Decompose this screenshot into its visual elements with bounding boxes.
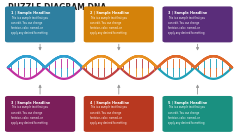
Text: PUZZLE DIAGRAM DNA: PUZZLE DIAGRAM DNA xyxy=(8,3,106,12)
FancyBboxPatch shape xyxy=(5,96,75,132)
Text: This is a sample text that you
can edit. You can change
fontsize, color, named, : This is a sample text that you can edit.… xyxy=(11,16,48,35)
FancyBboxPatch shape xyxy=(5,6,75,42)
Text: This is a sample text that you
can edit. You can change
fontsize, color, named, : This is a sample text that you can edit.… xyxy=(90,105,127,125)
Text: 3 | Sample Headline: 3 | Sample Headline xyxy=(168,11,208,15)
Text: 5 | Sample Headline: 5 | Sample Headline xyxy=(168,100,208,104)
Text: 3 | Sample Headline: 3 | Sample Headline xyxy=(11,100,50,104)
Text: This is a sample text that you
can edit. You can change
fontsize, color, named, : This is a sample text that you can edit.… xyxy=(168,105,206,125)
FancyBboxPatch shape xyxy=(162,6,233,42)
FancyBboxPatch shape xyxy=(84,6,154,42)
FancyBboxPatch shape xyxy=(162,96,233,132)
Text: This is a sample text that you
can edit. You can change
fontsize, color, named, : This is a sample text that you can edit.… xyxy=(11,105,48,125)
Text: This is a sample text that you
can edit. You can change
fontsize, color, named, : This is a sample text that you can edit.… xyxy=(168,16,206,35)
Text: 2 | Sample Headline: 2 | Sample Headline xyxy=(90,11,129,15)
Text: This is a sample text that you
can edit. You can change
fontsize, color, named, : This is a sample text that you can edit.… xyxy=(90,16,127,35)
Text: 4 | Sample Headline: 4 | Sample Headline xyxy=(90,100,129,104)
FancyBboxPatch shape xyxy=(84,96,154,132)
Text: 1 | Sample Headline: 1 | Sample Headline xyxy=(11,11,50,15)
